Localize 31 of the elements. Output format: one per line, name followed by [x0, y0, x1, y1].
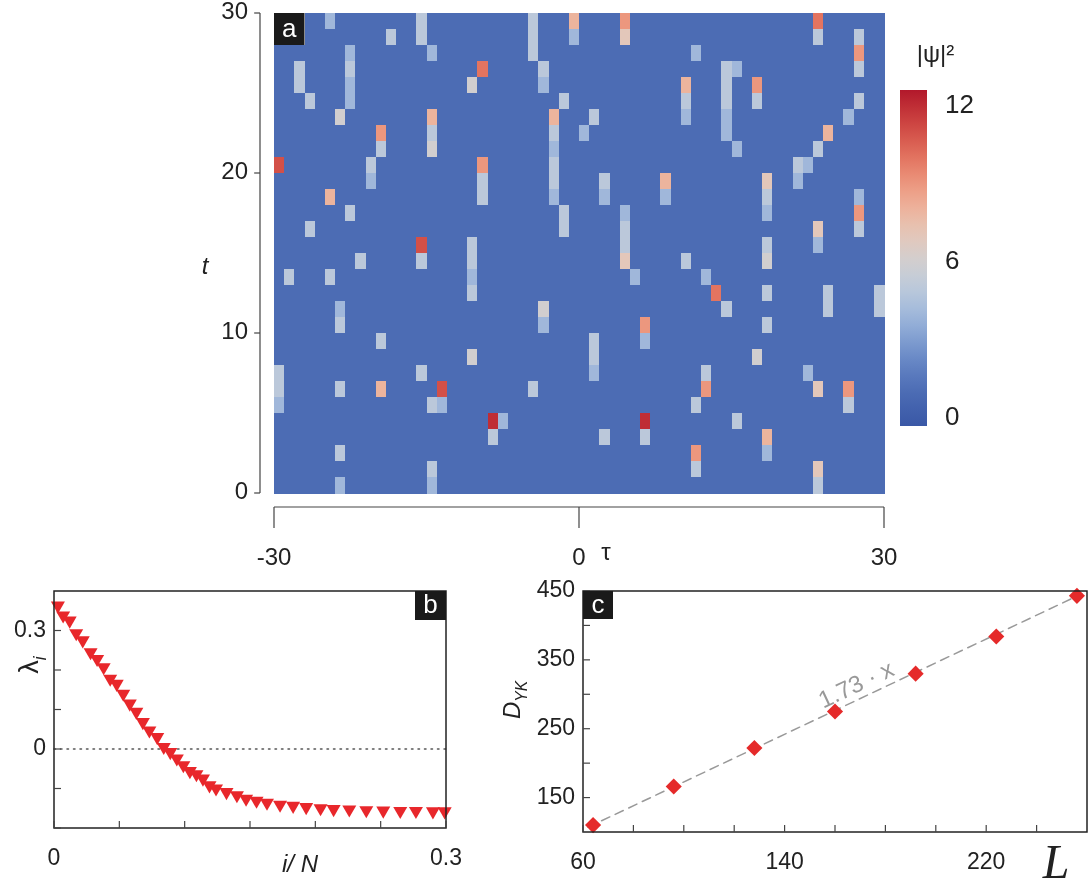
- color-bar-label: 0: [945, 401, 960, 432]
- x-axis-title: i/ N: [282, 850, 319, 877]
- chart-title: c: [591, 588, 605, 619]
- chart-title: b: [423, 589, 438, 620]
- x-tick-label: 0.3: [430, 844, 462, 870]
- y-tick-label: 450: [536, 576, 575, 603]
- y-tick-label: 0: [234, 477, 248, 505]
- y-tick-label: 350: [536, 644, 575, 671]
- color-bar-label: 12: [945, 88, 974, 119]
- x-tick-label: 30: [870, 543, 898, 570]
- y-tick-label: 30: [221, 0, 248, 25]
- x-tick-label: 60: [570, 848, 596, 874]
- y-tick-label: 20: [221, 157, 248, 185]
- color-bar-label: 6: [945, 244, 960, 275]
- chart-title: a: [282, 12, 298, 43]
- y-axis-title: t: [201, 252, 210, 280]
- y-tick-label: 150: [536, 782, 575, 809]
- annotation: 1.73 · x: [813, 654, 898, 714]
- point: [746, 739, 763, 757]
- color-bar-title: |ψ|²: [916, 40, 955, 67]
- y-tick-label: 250: [536, 713, 575, 740]
- x-tick-label: -30: [256, 543, 292, 570]
- point: [585, 817, 602, 834]
- x-tick-label: 140: [765, 848, 804, 874]
- point: [665, 778, 682, 795]
- x-axis-title: τ: [601, 538, 612, 565]
- x-tick-label: 220: [967, 848, 1006, 874]
- x-axis-title: L: [1041, 835, 1070, 888]
- y-tick-label: 10: [221, 317, 248, 345]
- point: [988, 628, 1005, 645]
- point: [907, 665, 924, 682]
